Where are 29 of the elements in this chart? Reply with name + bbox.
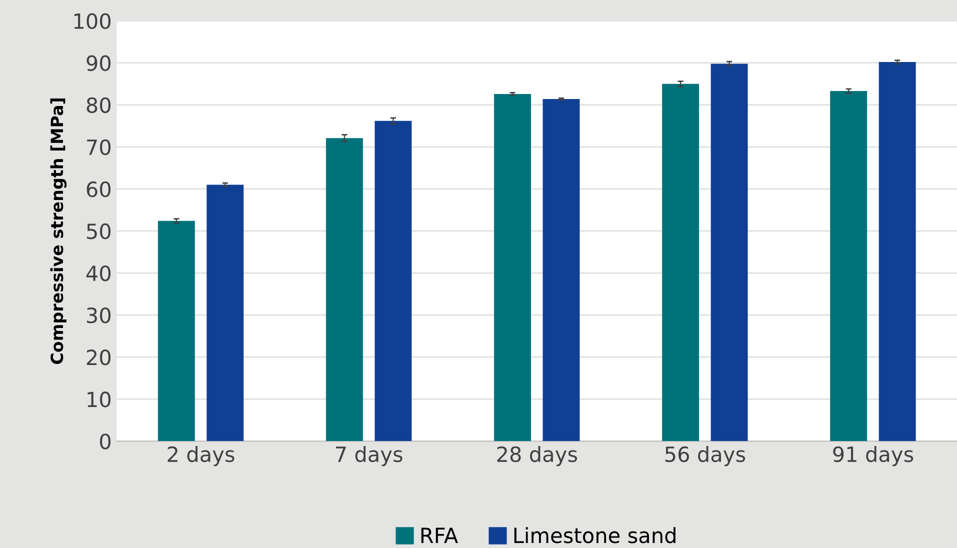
- x-tick-label: 56 days: [665, 446, 746, 466]
- y-tick-label: 10: [88, 392, 111, 408]
- y-tick-label: 30: [86, 308, 111, 324]
- x-tick-label: 91 days: [833, 446, 914, 466]
- bar: [158, 220, 195, 442]
- legend-label: RFA: [421, 528, 458, 543]
- x-tick-label: 28 days: [497, 446, 578, 466]
- bar: [494, 94, 531, 442]
- y-tick-label: 70: [87, 139, 111, 156]
- bar: [830, 91, 868, 442]
- bar: [878, 62, 916, 442]
- y-tick-label: 90: [86, 55, 111, 72]
- bar: [542, 99, 580, 442]
- bar: [374, 120, 412, 442]
- bar: [206, 184, 244, 442]
- y-tick-label: 80: [86, 97, 111, 114]
- y-axis-title: Compressive strength [MPa]: [50, 98, 67, 364]
- y-tick-label: 60: [86, 181, 111, 198]
- x-tick-label: 2 days: [168, 446, 234, 466]
- y-tick-label: 40: [86, 265, 111, 282]
- x-tick-label: 7 days: [336, 446, 402, 466]
- y-tick-label: 50: [86, 223, 111, 240]
- y-tick-label: 100: [74, 13, 111, 30]
- legend-label: Limestone sand: [514, 527, 676, 544]
- bar: [710, 64, 748, 442]
- y-tick-label: 20: [86, 350, 111, 366]
- bar: [326, 138, 363, 442]
- y-tick-label: 0: [100, 434, 111, 450]
- bar: [662, 84, 700, 442]
